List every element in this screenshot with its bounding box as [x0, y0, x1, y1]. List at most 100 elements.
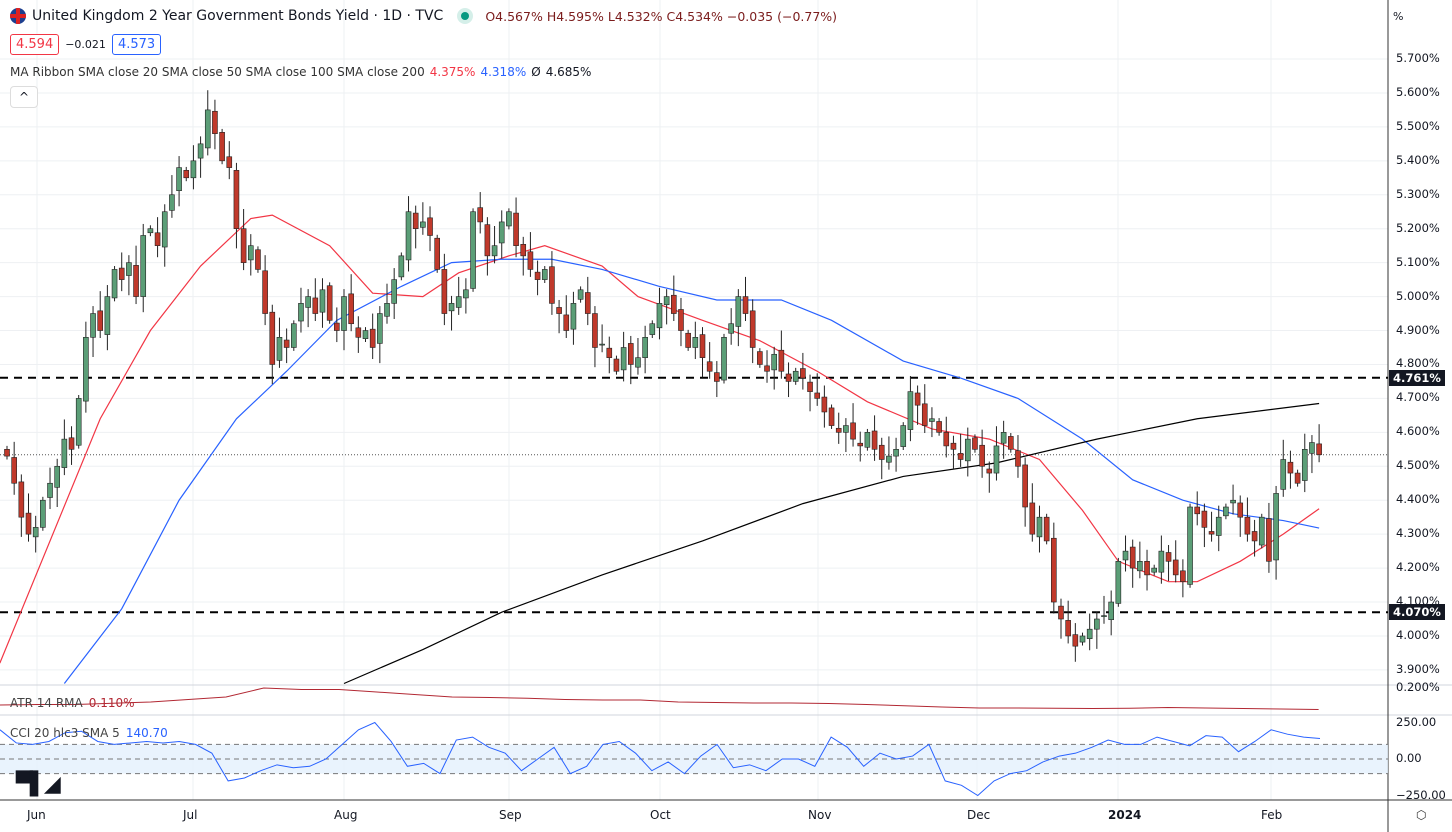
candle-down	[1058, 605, 1064, 620]
ma-ribbon-legend[interactable]: MA Ribbon SMA close 20 SMA close 50 SMA …	[10, 65, 591, 79]
candle-up	[1309, 442, 1315, 454]
candle-down	[914, 392, 921, 406]
symbol-title: United Kingdom 2 Year Government Bonds Y…	[32, 8, 444, 24]
candle-up	[54, 465, 60, 488]
price-tick-label: 4.300%	[1396, 526, 1440, 541]
candle-down	[1129, 546, 1136, 569]
sma20-value: 4.375%	[429, 65, 476, 79]
buy-button[interactable]: 4.573	[111, 34, 162, 55]
cci-line	[0, 721, 1321, 797]
candle-up	[993, 445, 1000, 474]
price-tick-label: 4.700%	[1396, 390, 1440, 405]
candle-up	[305, 296, 311, 308]
candle-down	[678, 309, 684, 331]
collapse-legend-button[interactable]: ^	[10, 86, 38, 108]
candle-up	[147, 228, 154, 234]
time-tick-label: Jul	[183, 808, 198, 822]
price-tick-label: 4.800%	[1396, 356, 1440, 371]
low-value: L4.532%	[607, 8, 663, 24]
candle-down	[1316, 443, 1322, 456]
candle-down	[936, 421, 942, 433]
candle-down	[556, 307, 562, 314]
candle-up	[1223, 506, 1229, 517]
price-tick-label: 4.000%	[1396, 627, 1440, 642]
candle-down	[814, 392, 821, 399]
candle-down	[742, 296, 749, 314]
time-tick-label: Dec	[967, 808, 991, 822]
candle-up	[190, 160, 197, 179]
atr-tick-label: 0.200%	[1396, 680, 1440, 694]
candle-up	[1301, 449, 1308, 481]
candle-down	[212, 110, 218, 134]
candle-up	[577, 289, 584, 300]
candle-down	[1165, 552, 1172, 562]
candle-up	[448, 303, 455, 312]
candle-up	[104, 296, 111, 335]
candle-up	[75, 398, 82, 446]
cci-label: CCI 20 hlc3 SMA 5	[10, 726, 120, 740]
candle-down	[326, 285, 333, 321]
candle-down	[835, 427, 842, 433]
candle-up	[90, 313, 96, 338]
candle-up	[1273, 493, 1279, 561]
candle-down	[348, 293, 354, 325]
candle-up	[907, 391, 914, 430]
candle-down	[1065, 620, 1071, 637]
price-tick-label: 5.000%	[1396, 288, 1440, 303]
cci-legend[interactable]: CCI 20 hlc3 SMA 5 140.70	[10, 726, 168, 740]
candle-down	[1022, 464, 1028, 508]
candle-down	[613, 358, 620, 372]
candle-down	[262, 270, 268, 314]
price-tick-label: 5.400%	[1396, 152, 1440, 167]
candle-down	[1015, 450, 1021, 467]
candle-down	[1287, 461, 1294, 474]
time-tick-label: 2024	[1108, 808, 1142, 822]
candle-down	[714, 372, 720, 382]
candle-up	[656, 303, 663, 329]
candle-up	[1215, 516, 1222, 536]
candle-down	[1144, 561, 1150, 576]
atr-legend[interactable]: ATR 14 RMA 0.110%	[10, 696, 135, 710]
candle-down	[1201, 510, 1208, 528]
candle-up	[498, 221, 505, 244]
candle-down	[269, 311, 276, 365]
atr-line	[0, 687, 1319, 710]
candle-down	[878, 444, 885, 460]
candle-down	[549, 266, 555, 304]
candle-down	[355, 327, 362, 338]
candle-up	[843, 425, 849, 433]
candle-up	[491, 245, 498, 257]
candle-up	[247, 245, 254, 261]
candle-down	[606, 347, 613, 358]
candle-up	[1094, 618, 1100, 630]
candle-down	[233, 170, 240, 229]
candle-up	[893, 449, 899, 457]
sma200-value: 4.685%	[545, 65, 592, 79]
candle-up	[506, 211, 512, 227]
candle-up	[140, 235, 147, 297]
settings-icon[interactable]: ⬡	[1416, 808, 1427, 822]
market-status-icon[interactable]	[457, 8, 474, 24]
candle-down	[1237, 502, 1244, 518]
candle-up	[570, 303, 577, 330]
candle-down	[592, 313, 598, 348]
candle-up	[1187, 506, 1193, 585]
candle-up	[463, 289, 469, 299]
uk-flag-icon	[10, 8, 26, 24]
candle-up	[864, 432, 871, 448]
candle-down	[1180, 570, 1186, 582]
candle-up	[900, 425, 907, 447]
price-tick-label: 4.200%	[1396, 560, 1440, 575]
candle-up	[1108, 601, 1114, 620]
candle-up	[32, 527, 39, 538]
candle-down	[133, 265, 139, 297]
candle-down	[441, 269, 448, 314]
candle-up	[635, 357, 641, 368]
sell-button[interactable]: 4.594	[10, 34, 60, 55]
sma-line	[63, 258, 1320, 684]
candle-up	[384, 303, 390, 317]
candle-up	[290, 323, 297, 348]
candle-up	[455, 296, 462, 308]
tradingview-logo[interactable]: ▀▌◢	[16, 772, 61, 797]
